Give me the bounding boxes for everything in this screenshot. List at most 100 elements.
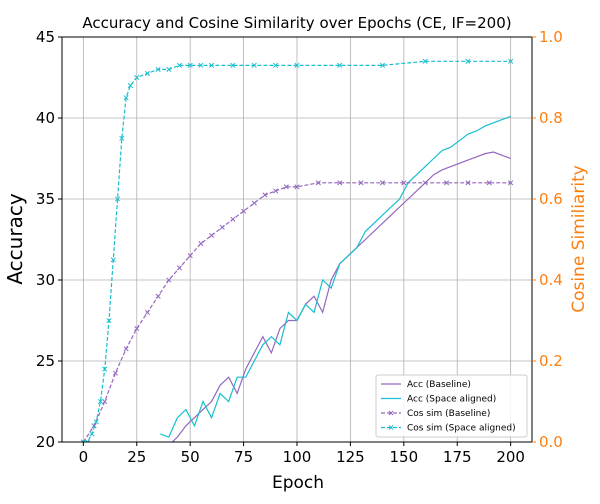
legend-entry-0: Acc (Baseline) <box>381 380 471 390</box>
legend-entry-1: Acc (Space aligned) <box>381 395 496 405</box>
legend-entry-2: Cos sim (Baseline) <box>381 409 490 419</box>
chart-title: Accuracy and Cosine Similarity over Epoc… <box>82 14 511 32</box>
y-left-tick-label-2: 30 <box>36 271 55 289</box>
series-2-point-24 <box>379 180 386 186</box>
series-3-point-22 <box>273 62 279 68</box>
y-axis-right-label: Cosine Similiarity <box>569 165 589 313</box>
series-3-point-24 <box>337 62 343 68</box>
y-left-tick-label-5: 45 <box>36 28 55 46</box>
x-axis-label: Epoch <box>272 473 324 493</box>
y-right-tick-label-5: 1.0 <box>539 28 563 46</box>
series-2-point-20 <box>294 184 300 190</box>
series-2-point-3 <box>112 370 118 376</box>
series-3-point-5 <box>102 366 108 372</box>
series-2-point-12 <box>208 232 215 239</box>
axes-layer: 0 25 50 75 100 125 150 175 200 20 25 30 35 40 45 0.0 0.2… <box>36 28 563 466</box>
y-right-tick-label-2: 0.4 <box>539 271 563 289</box>
series-3-point-27 <box>465 58 471 64</box>
series-3-point-13 <box>144 70 151 77</box>
x-tick-label-5: 125 <box>336 448 365 466</box>
series-2-point-6 <box>144 309 151 315</box>
series-3-point-9 <box>119 135 125 141</box>
series-3-point-7 <box>110 257 116 263</box>
y-right-tick-label-1: 0.2 <box>539 352 563 370</box>
x-tick-label-4: 100 <box>283 448 312 466</box>
series-2-point-8 <box>166 277 172 283</box>
legend-label-3: Cos sim (Space aligned) <box>407 424 516 434</box>
series-2-point-19 <box>283 184 289 190</box>
legend-label-2: Cos sim (Baseline) <box>407 409 490 419</box>
series-2-point-13 <box>219 224 225 230</box>
series-2-point-1 <box>91 423 97 429</box>
series-2-point-10 <box>187 253 193 259</box>
legend-entry-3: Cos sim (Space aligned) <box>381 424 516 434</box>
series-2-point-22 <box>337 180 343 186</box>
legend-label-0: Acc (Baseline) <box>407 380 471 390</box>
series-3-point-17 <box>187 62 193 68</box>
series-3-point-15 <box>166 66 172 72</box>
series-2-point-11 <box>198 240 204 247</box>
series-2-point-23 <box>358 180 364 186</box>
series-2-point-21 <box>315 180 321 186</box>
y-left-tick-label-1: 25 <box>36 352 55 370</box>
y-right-tick-label-0: 0.0 <box>539 433 563 451</box>
y-left-tick-label-3: 35 <box>36 190 55 208</box>
series-2-point-7 <box>155 293 161 299</box>
series-3-point-12 <box>134 74 140 81</box>
x-tick-label-8: 200 <box>496 448 525 466</box>
series-2-point-30 <box>508 180 514 186</box>
series-2-point-9 <box>176 265 183 271</box>
series-3-point-11 <box>127 83 133 89</box>
series-3-point-26 <box>422 58 428 64</box>
series-3-point-2 <box>89 431 95 437</box>
y-right-tick-label-3: 0.6 <box>539 190 563 208</box>
series-2-point-18 <box>273 188 279 194</box>
y-left-tick-label-0: 20 <box>36 433 55 451</box>
series-3-point-28 <box>508 58 514 64</box>
series-line-1 <box>160 115 511 438</box>
series-2-point-2 <box>102 398 108 405</box>
series-3-point-20 <box>230 62 236 68</box>
series-3-point-16 <box>176 62 183 68</box>
series-2-point-15 <box>241 208 247 214</box>
series-2-point-26 <box>422 180 428 186</box>
series-2-point-14 <box>230 216 236 222</box>
series-3-point-1 <box>85 439 91 442</box>
series-3-point-0 <box>80 439 86 442</box>
series-2-point-28 <box>465 180 471 186</box>
series-3-point-19 <box>208 62 215 68</box>
x-tick-label-0: 0 <box>79 448 89 466</box>
legend-frame <box>375 374 528 438</box>
grid-layer <box>62 36 532 443</box>
series-3-point-14 <box>155 66 161 72</box>
series-2-point-25 <box>401 180 407 186</box>
series-2-point-16 <box>251 200 257 206</box>
series-2-point-29 <box>486 180 492 186</box>
series-3-point-6 <box>106 317 112 324</box>
series-2-point-5 <box>134 326 140 332</box>
y-axis-left-label: Accuracy <box>3 193 27 284</box>
series-layer <box>80 58 514 442</box>
legend-label-1: Acc (Space aligned) <box>407 395 496 405</box>
chart-legend: Acc (Baseline) Acc (Space aligned) Cos sim… <box>375 374 528 438</box>
series-3-point-8 <box>114 196 121 202</box>
series-line-0 <box>171 151 511 442</box>
series-2-point-27 <box>443 180 450 186</box>
series-3-point-10 <box>123 95 129 101</box>
series-3-point-3 <box>93 419 99 425</box>
series-3-point-4 <box>97 398 104 405</box>
x-tick-label-2: 50 <box>181 448 200 466</box>
x-tick-label-1: 25 <box>127 448 146 466</box>
x-tick-label-6: 150 <box>389 448 418 466</box>
series-3-point-18 <box>198 62 204 68</box>
x-tick-label-7: 175 <box>443 448 472 466</box>
series-3-point-25 <box>379 62 386 68</box>
y-right-tick-label-4: 0.8 <box>539 109 563 127</box>
series-3-point-21 <box>251 62 257 68</box>
series-3-point-23 <box>294 62 300 68</box>
x-tick-label-3: 75 <box>234 448 253 466</box>
series-2-point-17 <box>262 192 268 198</box>
y-left-tick-label-4: 40 <box>36 109 55 127</box>
